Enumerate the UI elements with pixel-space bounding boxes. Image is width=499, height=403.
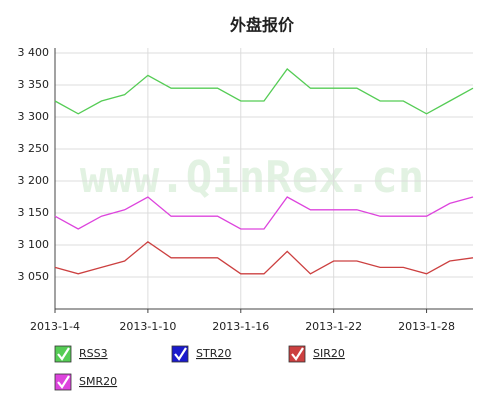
- y-tick-label: 3 200: [18, 174, 50, 187]
- legend-item: STR20: [171, 345, 231, 363]
- chart-title: 外盘报价: [229, 16, 295, 35]
- legend-check: [174, 347, 187, 361]
- y-tick-label: 3 100: [18, 238, 50, 251]
- legend-item: RSS3: [54, 345, 108, 363]
- watermark: www.QinRex.cn: [80, 152, 424, 203]
- x-tick-label: 2013-1-4: [30, 320, 80, 333]
- legend-check: [57, 347, 70, 361]
- x-tick-label: 2013-1-22: [305, 320, 362, 333]
- series-line: [54, 196, 474, 230]
- y-tick-label: 3 350: [18, 78, 50, 91]
- legend-label: SIR20: [313, 347, 345, 360]
- y-tick-label: 3 150: [18, 206, 50, 219]
- x-tick-label: 2013-1-10: [119, 320, 176, 333]
- series-line: [54, 240, 474, 275]
- legend-label: RSS3: [79, 347, 108, 360]
- y-tick-label: 3 250: [18, 142, 50, 155]
- series-line: [54, 68, 474, 115]
- legend-item: SMR20: [54, 373, 117, 391]
- legend-item: SIR20: [288, 345, 345, 363]
- legend-label: STR20: [196, 347, 231, 360]
- x-tick-label: 2013-1-28: [398, 320, 455, 333]
- legend-check: [291, 347, 304, 361]
- legend-label: SMR20: [79, 375, 117, 388]
- legend-check: [57, 375, 70, 389]
- y-tick-label: 3 300: [18, 110, 50, 123]
- y-tick-label: 3 400: [18, 46, 50, 59]
- x-tick-label: 2013-1-16: [212, 320, 269, 333]
- y-tick-label: 3 050: [18, 270, 50, 283]
